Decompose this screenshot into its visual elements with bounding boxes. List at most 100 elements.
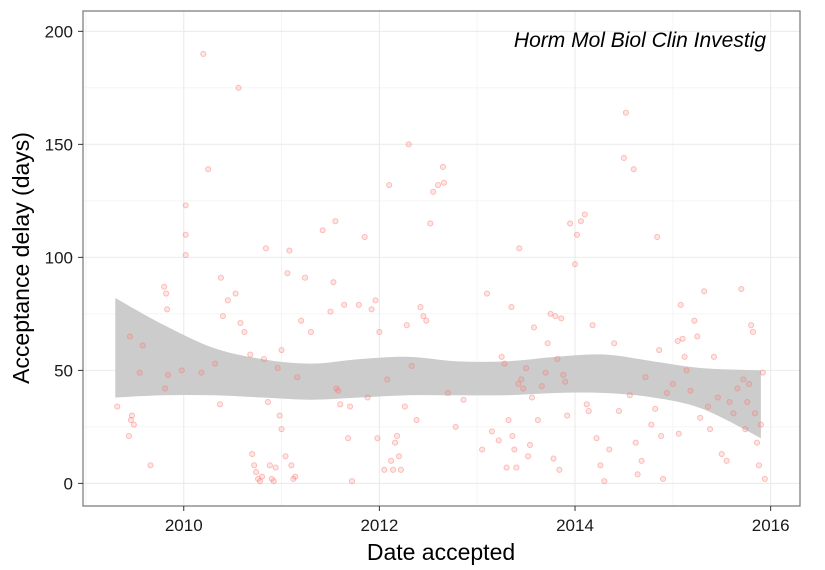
data-point bbox=[761, 475, 768, 482]
data-point bbox=[372, 297, 379, 304]
data-point bbox=[726, 398, 733, 406]
data-point bbox=[547, 310, 554, 317]
journal-annotation: Horm Mol Biol Clin Investig bbox=[514, 29, 766, 52]
data-point bbox=[294, 374, 301, 381]
data-point bbox=[290, 475, 297, 482]
data-point bbox=[217, 274, 224, 281]
data-point bbox=[460, 396, 467, 403]
data-point bbox=[161, 283, 168, 290]
data-point bbox=[182, 202, 189, 209]
data-point bbox=[147, 462, 154, 469]
data-point bbox=[393, 432, 401, 439]
data-point bbox=[593, 435, 600, 442]
data-point bbox=[730, 410, 737, 417]
data-point bbox=[495, 437, 502, 444]
data-point bbox=[751, 410, 759, 417]
data-point bbox=[420, 313, 427, 320]
data-point bbox=[439, 163, 447, 171]
data-point bbox=[386, 181, 393, 189]
data-point bbox=[648, 421, 655, 428]
data-point bbox=[556, 466, 563, 473]
data-point bbox=[391, 439, 399, 446]
plot-panel bbox=[83, 11, 800, 506]
data-point bbox=[706, 426, 714, 433]
data-point bbox=[284, 270, 291, 277]
data-point bbox=[740, 376, 747, 383]
data-point bbox=[748, 322, 755, 329]
data-point bbox=[508, 304, 515, 311]
data-point bbox=[505, 417, 512, 424]
data-point bbox=[550, 455, 557, 462]
data-point bbox=[564, 412, 571, 419]
data-point bbox=[723, 457, 730, 464]
data-point bbox=[597, 462, 604, 469]
data-point bbox=[683, 367, 690, 374]
y-tick-label: 0 bbox=[64, 474, 73, 493]
data-point bbox=[694, 333, 701, 340]
data-point bbox=[247, 351, 254, 358]
data-point bbox=[401, 403, 408, 410]
data-point bbox=[427, 220, 434, 227]
data-point bbox=[523, 365, 530, 372]
data-point bbox=[374, 435, 381, 442]
data-point bbox=[654, 233, 661, 241]
data-point bbox=[251, 462, 258, 469]
data-point bbox=[660, 475, 667, 482]
data-point bbox=[298, 317, 305, 324]
data-point bbox=[268, 475, 275, 482]
data-point bbox=[286, 247, 293, 254]
data-point bbox=[558, 315, 565, 322]
data-point bbox=[397, 466, 404, 473]
data-point bbox=[759, 369, 766, 376]
data-point bbox=[327, 308, 334, 315]
data-point bbox=[253, 469, 260, 476]
data-point bbox=[164, 306, 171, 313]
data-point bbox=[525, 453, 532, 460]
data-point bbox=[430, 188, 437, 195]
data-point bbox=[638, 457, 645, 464]
data-point bbox=[381, 466, 388, 473]
data-point bbox=[262, 245, 269, 252]
data-point bbox=[663, 389, 671, 397]
data-point bbox=[544, 340, 551, 347]
data-point bbox=[606, 446, 613, 453]
data-point bbox=[282, 453, 289, 460]
data-point bbox=[526, 441, 534, 449]
data-point bbox=[130, 421, 137, 428]
data-point bbox=[126, 333, 134, 340]
data-point bbox=[611, 340, 618, 347]
data-point bbox=[520, 385, 527, 392]
data-point bbox=[348, 478, 356, 485]
data-point bbox=[292, 473, 299, 480]
data-point bbox=[742, 426, 749, 433]
data-point bbox=[681, 353, 688, 360]
data-point bbox=[216, 401, 223, 408]
data-point bbox=[423, 317, 430, 324]
data-point bbox=[581, 211, 588, 218]
data-point bbox=[384, 376, 391, 383]
data-point bbox=[136, 369, 143, 376]
data-point bbox=[332, 218, 339, 225]
data-point bbox=[368, 306, 375, 313]
data-point bbox=[577, 218, 584, 225]
data-point bbox=[288, 462, 295, 469]
data-point bbox=[697, 414, 704, 421]
data-point bbox=[710, 353, 717, 360]
data-point bbox=[198, 369, 205, 376]
data-point bbox=[738, 285, 745, 293]
data-point bbox=[403, 322, 410, 329]
data-point bbox=[674, 337, 681, 345]
data-point bbox=[364, 394, 371, 401]
data-point bbox=[479, 446, 486, 453]
data-point bbox=[114, 403, 121, 410]
data-point bbox=[376, 328, 383, 336]
data-point bbox=[256, 478, 264, 485]
data-point bbox=[435, 181, 442, 189]
plot-border bbox=[82, 10, 801, 507]
data-point bbox=[361, 233, 368, 241]
data-point bbox=[260, 356, 268, 363]
data-point bbox=[345, 435, 352, 442]
data-point bbox=[679, 335, 686, 342]
x-tick-label: 2010 bbox=[165, 516, 203, 535]
